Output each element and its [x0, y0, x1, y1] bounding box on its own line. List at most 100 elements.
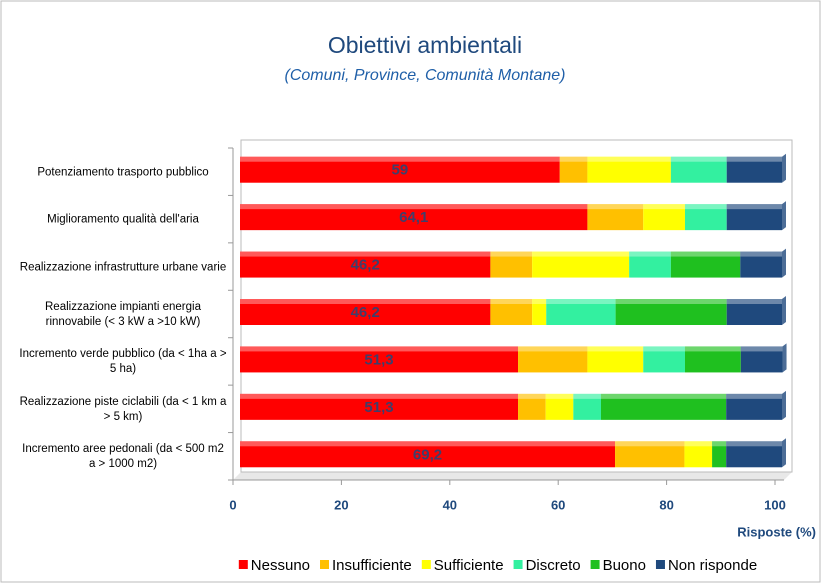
bar-highlight	[740, 346, 783, 352]
bar-highlight	[240, 156, 560, 162]
bar-end	[782, 438, 786, 468]
bar-segment	[546, 299, 616, 325]
data-label: 59	[392, 162, 409, 179]
bar-highlight	[240, 251, 491, 257]
bar-segment	[726, 299, 782, 325]
bar-highlight	[518, 346, 588, 352]
bar-segment	[532, 251, 630, 278]
bar-segment	[518, 393, 546, 420]
y-tick-label: Incremento verde pubblico (da < 1ha a > …	[19, 348, 227, 376]
bar-highlight	[587, 156, 671, 162]
chart-subtitle: (Comuni, Province, Comunità Montane)	[284, 67, 565, 84]
bar-highlight	[726, 204, 782, 210]
bar-highlight	[587, 204, 644, 210]
y-tick-label: Potenziamento trasporto pubblico	[37, 166, 209, 179]
bar-segment	[490, 251, 533, 278]
bar-highlight	[587, 346, 644, 352]
bar-segment	[587, 346, 644, 373]
y-tick-label: Incremento aree pedonali (da < 500 m2 a …	[22, 443, 224, 471]
bar-segment	[240, 204, 588, 231]
bar-segment	[615, 299, 727, 325]
bar-segment	[587, 156, 671, 183]
data-label: 46,2	[351, 304, 380, 321]
bar-highlight	[600, 393, 727, 399]
bar-end	[782, 201, 786, 231]
x-tick-label: 100	[764, 497, 786, 512]
legend-label: Non risponde	[668, 557, 757, 574]
bar-segment	[545, 393, 574, 420]
bar-segment	[643, 204, 685, 231]
bar-highlight	[684, 204, 727, 210]
x-tick-label: 20	[334, 497, 348, 512]
bar-end	[782, 390, 786, 420]
bar-highlight	[240, 204, 588, 210]
legend-swatch	[590, 560, 600, 569]
bar-segment	[240, 251, 491, 278]
bar-highlight	[643, 204, 685, 210]
bar-segment	[684, 346, 741, 373]
bar-segment	[490, 299, 533, 325]
bar-segment	[240, 346, 519, 373]
bar-segment	[240, 156, 560, 183]
data-label: 51,3	[364, 351, 393, 368]
bar-highlight	[573, 393, 601, 399]
bar-highlight	[240, 441, 616, 447]
bar-end	[782, 153, 786, 183]
bar-highlight	[490, 251, 533, 257]
bar-highlight	[726, 299, 782, 304]
bar-segment	[726, 393, 782, 420]
bar-segment	[712, 441, 727, 468]
data-label: 64,1	[399, 209, 428, 226]
floor	[233, 472, 792, 480]
bar-highlight	[532, 251, 630, 257]
data-label: 46,2	[351, 257, 380, 274]
legend-swatch	[320, 560, 330, 569]
y-tick-label: Realizzazione infrastrutture urbane vari…	[19, 261, 227, 274]
bar-segment	[670, 251, 741, 278]
x-tick-label: 40	[443, 497, 457, 512]
bar-segment	[600, 393, 727, 420]
bar-segment	[615, 441, 685, 468]
bar-highlight	[518, 393, 546, 399]
bar-segment	[726, 156, 782, 183]
bar-segment	[740, 251, 782, 278]
bar-highlight	[240, 393, 519, 399]
bar-segment	[559, 156, 588, 183]
bar-segment	[670, 156, 727, 183]
bar-segment	[726, 204, 782, 231]
bar-segment	[643, 346, 685, 373]
bar-highlight	[726, 393, 782, 399]
bar-highlight	[545, 393, 574, 399]
x-axis-label: Risposte (%)	[737, 524, 816, 539]
legend-label: Sufficiente	[434, 557, 504, 574]
bar-highlight	[629, 251, 671, 257]
bar-segment	[518, 346, 588, 373]
bar-highlight	[546, 299, 616, 304]
x-tick-label: 60	[551, 497, 565, 512]
data-label: 51,3	[364, 399, 393, 416]
bar-highlight	[615, 441, 685, 447]
bar-segment	[740, 346, 783, 373]
x-tick-label: 0	[229, 497, 236, 512]
bar-segment	[240, 441, 616, 468]
y-tick-label: Miglioramento qualità dell'aria	[47, 213, 199, 226]
bar-end	[782, 296, 786, 325]
bar-highlight	[559, 156, 588, 162]
legend-swatch	[238, 560, 248, 569]
bar-highlight	[684, 441, 713, 447]
y-tick-label: Realizzazione piste ciclabili (da < 1 km…	[19, 395, 227, 423]
legend-label: Nessuno	[251, 557, 310, 574]
bar-segment	[532, 299, 547, 325]
bar-segment	[684, 204, 727, 231]
bar-highlight	[240, 346, 519, 352]
bar-segment	[240, 299, 491, 325]
legend-label: Discreto	[526, 557, 581, 574]
bar-segment	[240, 393, 519, 420]
legend-label: Buono	[603, 557, 646, 574]
bar-highlight	[740, 251, 782, 257]
bar-segment	[684, 441, 713, 468]
bar-highlight	[240, 299, 491, 304]
bar-segment	[587, 204, 644, 231]
